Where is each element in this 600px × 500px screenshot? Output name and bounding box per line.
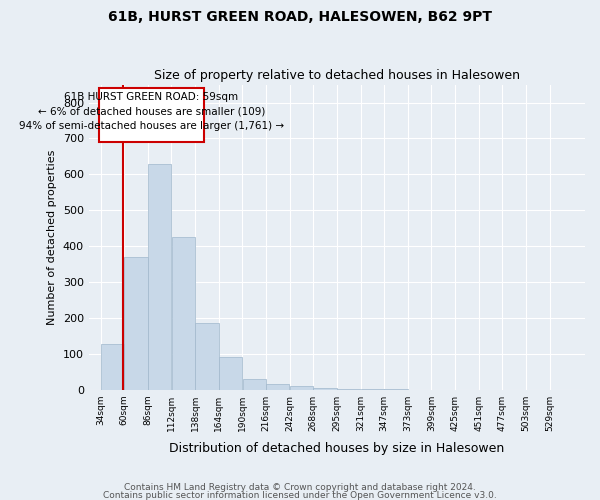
Bar xyxy=(148,164,171,390)
Bar xyxy=(219,358,242,390)
Text: 61B, HURST GREEN ROAD, HALESOWEN, B62 9PT: 61B, HURST GREEN ROAD, HALESOWEN, B62 9P… xyxy=(108,10,492,24)
Bar xyxy=(172,237,195,390)
Bar xyxy=(361,389,384,390)
Bar xyxy=(101,344,124,390)
Bar xyxy=(337,388,361,390)
Text: Contains HM Land Registry data © Crown copyright and database right 2024.: Contains HM Land Registry data © Crown c… xyxy=(124,483,476,492)
Bar xyxy=(124,257,148,390)
Text: Contains public sector information licensed under the Open Government Licence v3: Contains public sector information licen… xyxy=(103,490,497,500)
Bar xyxy=(196,323,218,390)
Title: Size of property relative to detached houses in Halesowen: Size of property relative to detached ho… xyxy=(154,69,520,82)
X-axis label: Distribution of detached houses by size in Halesowen: Distribution of detached houses by size … xyxy=(169,442,505,455)
Text: 61B HURST GREEN ROAD: 59sqm: 61B HURST GREEN ROAD: 59sqm xyxy=(64,92,239,102)
Bar xyxy=(290,386,313,390)
Bar xyxy=(313,388,337,390)
Text: 94% of semi-detached houses are larger (1,761) →: 94% of semi-detached houses are larger (… xyxy=(19,121,284,131)
Bar xyxy=(242,379,266,390)
Y-axis label: Number of detached properties: Number of detached properties xyxy=(47,150,57,325)
Text: ← 6% of detached houses are smaller (109): ← 6% of detached houses are smaller (109… xyxy=(38,106,265,117)
Bar xyxy=(266,384,289,390)
FancyBboxPatch shape xyxy=(99,88,204,142)
